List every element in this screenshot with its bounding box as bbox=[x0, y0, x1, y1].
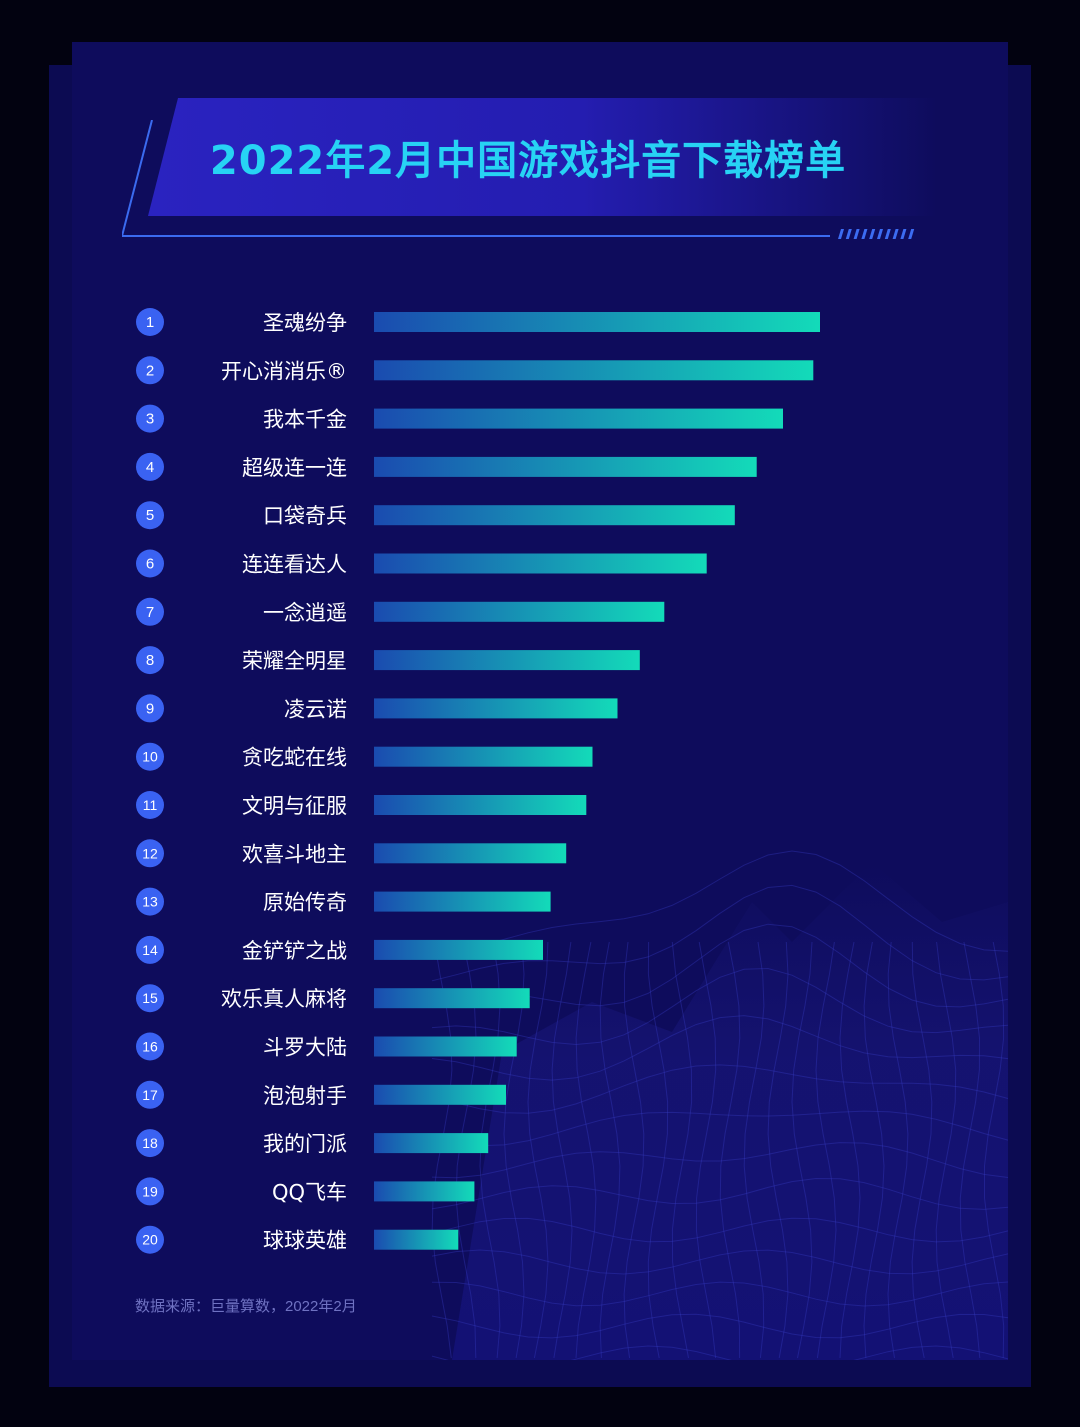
banner-outline bbox=[122, 120, 830, 237]
category-label: 金铲铲之战 bbox=[242, 939, 347, 963]
rank-label: 5 bbox=[146, 507, 154, 524]
rank-label: 14 bbox=[142, 942, 158, 958]
category-label: 一念逍遥 bbox=[263, 601, 347, 625]
rank-label: 12 bbox=[142, 845, 158, 861]
category-label: 连连看达人 bbox=[242, 553, 347, 577]
category-label: 我的门派 bbox=[263, 1132, 347, 1156]
category-label: 凌云诺 bbox=[284, 697, 347, 721]
category-label: 圣魂纷争 bbox=[263, 311, 347, 335]
bar bbox=[374, 1133, 489, 1154]
bar bbox=[374, 505, 735, 526]
rank-badge bbox=[136, 356, 164, 385]
bar bbox=[374, 456, 757, 477]
bar bbox=[374, 1084, 506, 1105]
rank-badge bbox=[136, 404, 164, 433]
rank-badge bbox=[136, 597, 164, 626]
category-label: 球球英雄 bbox=[263, 1229, 347, 1253]
rank-badge bbox=[136, 1129, 164, 1158]
mountain-wireframe-decoration bbox=[431, 850, 1008, 1360]
rank-badge bbox=[136, 1225, 164, 1254]
bar bbox=[374, 1181, 475, 1202]
rank-label: 3 bbox=[146, 411, 154, 428]
source-footnote: 数据来源：巨量算数，2022年2月 bbox=[135, 1298, 357, 1315]
bar bbox=[374, 891, 551, 912]
bar bbox=[374, 1229, 459, 1250]
category-label: QQ飞车 bbox=[272, 1180, 347, 1204]
category-label: 原始传奇 bbox=[263, 891, 347, 915]
rank-label: 13 bbox=[142, 894, 158, 910]
rank-label: 15 bbox=[142, 990, 158, 1006]
bar bbox=[374, 988, 530, 1009]
rank-label: 2 bbox=[146, 362, 154, 379]
rank-badge bbox=[136, 935, 164, 964]
rank-label: 19 bbox=[142, 1183, 158, 1199]
title-banner bbox=[148, 98, 938, 216]
rank-label: 18 bbox=[142, 1135, 158, 1151]
rank-badge bbox=[136, 1032, 164, 1061]
rank-badge bbox=[136, 549, 164, 578]
rank-badge bbox=[136, 1177, 164, 1206]
category-label: 文明与征服 bbox=[242, 794, 347, 818]
bar bbox=[374, 553, 707, 574]
rank-badge bbox=[136, 1080, 164, 1109]
category-label: 斗罗大陆 bbox=[263, 1036, 347, 1060]
rank-label: 1 bbox=[146, 314, 154, 331]
rank-badge bbox=[136, 501, 164, 530]
rank-label: 6 bbox=[146, 556, 154, 573]
rank-badge bbox=[136, 646, 164, 675]
bar bbox=[374, 312, 820, 332]
category-label: 口袋奇兵 bbox=[263, 504, 347, 528]
bar bbox=[374, 698, 618, 719]
bar bbox=[374, 650, 640, 671]
rank-badge bbox=[136, 839, 164, 868]
rank-label: 8 bbox=[146, 652, 154, 669]
rank-label: 20 bbox=[142, 1232, 158, 1248]
category-label: 我本千金 bbox=[263, 408, 347, 432]
rank-badge bbox=[136, 887, 164, 916]
bar bbox=[374, 601, 665, 622]
rank-label: 17 bbox=[142, 1087, 158, 1103]
rank-label: 10 bbox=[142, 749, 158, 765]
rank-badge bbox=[136, 984, 164, 1013]
bar bbox=[374, 360, 814, 381]
bar bbox=[374, 1036, 517, 1057]
rank-badge bbox=[136, 791, 164, 819]
rank-badge bbox=[136, 742, 164, 771]
bar bbox=[374, 795, 587, 815]
rank-badge bbox=[136, 308, 164, 336]
category-label: 欢喜斗地主 bbox=[242, 842, 347, 866]
bar bbox=[374, 843, 567, 864]
category-label: 开心消消乐® bbox=[221, 359, 347, 383]
rank-badge bbox=[136, 452, 164, 481]
bar bbox=[374, 939, 543, 960]
bar bbox=[374, 746, 593, 767]
bar bbox=[374, 408, 783, 429]
rank-label: 16 bbox=[142, 1039, 158, 1055]
category-label: 泡泡射手 bbox=[263, 1084, 347, 1108]
category-label: 超级连一连 bbox=[242, 456, 347, 480]
rank-label: 9 bbox=[146, 700, 154, 717]
category-label: 荣耀全明星 bbox=[242, 649, 347, 673]
category-label: 欢乐真人麻将 bbox=[221, 987, 347, 1011]
rank-label: 4 bbox=[146, 459, 154, 476]
banner-stripes-decoration bbox=[838, 229, 915, 239]
rank-badge bbox=[136, 694, 164, 723]
rank-label: 7 bbox=[146, 604, 154, 621]
chart-title: 2022年2月中国游戏抖音下载榜单 bbox=[209, 138, 847, 184]
category-label: 贪吃蛇在线 bbox=[242, 746, 347, 770]
rank-label: 11 bbox=[143, 797, 158, 813]
